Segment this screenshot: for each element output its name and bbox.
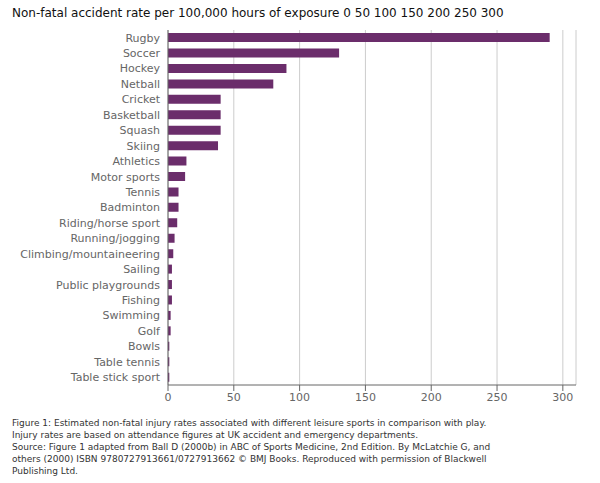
svg-text:150: 150 [355,391,376,404]
svg-text:Running/jogging: Running/jogging [70,232,160,245]
svg-text:Table tennis: Table tennis [93,356,160,369]
svg-text:250: 250 [487,391,508,404]
svg-text:Swimming: Swimming [103,309,160,322]
svg-text:Motor sports: Motor sports [91,171,161,184]
html-text:Source: Figure 1 adapted from: Source: Figure 1 adapted from Ball D (20… [12,442,491,452]
svg-text:100: 100 [289,391,310,404]
svg-text:Bowls: Bowls [128,340,160,353]
svg-text:Table stick sport: Table stick sport [70,371,161,384]
html-text:Injury rates are based on atte: Injury rates are based on attendance fig… [12,430,419,440]
svg-text:Tennis: Tennis [125,186,161,199]
svg-text:Badminton: Badminton [100,201,160,214]
svg-text:Climbing/mountaineering: Climbing/mountaineering [20,248,160,261]
html-text:others (2000) ISBN 97807279136: others (2000) ISBN 9780727913661/0727913… [12,454,487,464]
svg-text:300: 300 [552,391,573,404]
svg-text:Soccer: Soccer [123,47,161,60]
svg-text:Basketball: Basketball [103,109,160,122]
svg-text:Hockey: Hockey [120,62,161,75]
svg-text:Rugby: Rugby [125,32,160,45]
svg-text:Cricket: Cricket [122,93,161,106]
svg-text:0: 0 [165,391,172,404]
svg-text:Riding/horse sport: Riding/horse sport [59,217,161,230]
html-text:Figure 1: Estimated non-fatal: Figure 1: Estimated non-fatal injury rat… [12,418,487,428]
html-text:Non-fatal accident rate per 10: Non-fatal accident rate per 100,000 hour… [12,6,504,20]
svg-text:Netball: Netball [121,78,160,91]
svg-text:Skiing: Skiing [127,140,160,153]
svg-text:50: 50 [227,391,241,404]
html-text:Publishing Ltd.: Publishing Ltd. [12,466,78,476]
svg-text:Squash: Squash [120,124,160,137]
svg-text:200: 200 [421,391,442,404]
svg-text:Fishing: Fishing [122,294,160,307]
svg-text:Golf: Golf [138,325,161,338]
svg-text:Sailing: Sailing [123,263,160,276]
svg-text:Athletics: Athletics [112,155,160,168]
svg-text:Public playgrounds: Public playgrounds [56,279,160,292]
